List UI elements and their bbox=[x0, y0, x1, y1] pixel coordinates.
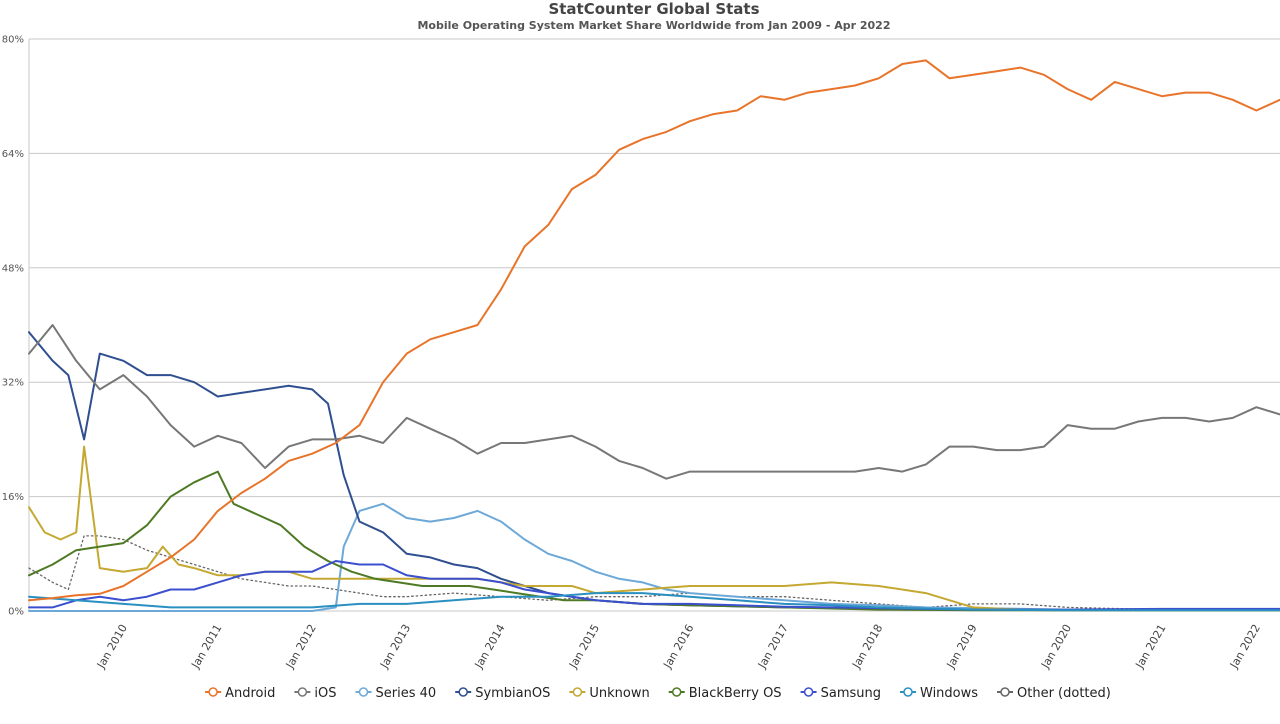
legend-marker bbox=[208, 687, 218, 697]
x-tick-label: Jan 2020 bbox=[1038, 622, 1074, 671]
legend-label: Windows bbox=[920, 686, 978, 701]
y-tick-label: 80% bbox=[2, 35, 24, 46]
legend-label: iOS bbox=[314, 686, 336, 701]
legend-item[interactable]: Series 40 bbox=[355, 686, 437, 701]
legend-marker bbox=[671, 687, 682, 697]
x-tick-label: Jan 2012 bbox=[283, 622, 319, 671]
legend-item[interactable]: Samsung bbox=[800, 686, 881, 701]
series-line-unknown bbox=[28, 445, 1280, 612]
legend-item[interactable]: iOS bbox=[294, 686, 337, 701]
y-tick-label: 48% bbox=[2, 263, 24, 274]
legend-item[interactable]: Other (dotted) bbox=[997, 686, 1111, 701]
legend-marker bbox=[1000, 687, 1010, 697]
x-tick-label: Jan 2017 bbox=[755, 622, 791, 671]
legend-marker bbox=[297, 687, 308, 697]
y-tick-label: 64% bbox=[2, 149, 24, 160]
legend-item[interactable]: BlackBerry OS bbox=[668, 686, 782, 701]
series-line-samsung bbox=[28, 560, 1280, 611]
x-tick-label: Jan 2016 bbox=[661, 622, 697, 671]
legend-marker bbox=[358, 687, 369, 697]
legend-marker bbox=[903, 687, 913, 697]
legend-marker bbox=[572, 687, 583, 697]
x-tick-label: Jan 2021 bbox=[1133, 622, 1169, 671]
chart-subtitle: Mobile Operating System Market Share Wor… bbox=[417, 19, 890, 32]
y-tick-label: 16% bbox=[2, 492, 24, 503]
legend[interactable]: Android iOS Series 40 SymbianOS Unknown Black… bbox=[205, 686, 1111, 701]
y-axis-ticks: 0% 16% 32% 48% 64% 80% bbox=[2, 35, 24, 618]
legend-label: BlackBerry OS bbox=[689, 686, 782, 701]
legend-item[interactable]: SymbianOS bbox=[455, 686, 550, 701]
series-line-android bbox=[28, 59, 1280, 602]
series-line-series-40 bbox=[28, 502, 1280, 612]
x-tick-label: Jan 2015 bbox=[566, 622, 602, 671]
series-line-windows bbox=[28, 592, 1280, 612]
legend-label: SymbianOS bbox=[475, 686, 550, 701]
grid bbox=[28, 38, 1280, 612]
x-axis-ticks: Jan 2010 Jan 2011 Jan 2012 Jan 2013 Jan 2014… bbox=[94, 622, 1263, 671]
y-tick-label: 32% bbox=[2, 378, 24, 389]
legend-item[interactable]: Unknown bbox=[569, 686, 650, 701]
y-tick-label: 0% bbox=[8, 607, 24, 618]
series-layer bbox=[28, 59, 1280, 612]
legend-label: Unknown bbox=[589, 686, 649, 701]
series-line-ios bbox=[28, 324, 1280, 480]
x-tick-label: Jan 2014 bbox=[472, 622, 508, 671]
series-line-other-dotted bbox=[28, 535, 1280, 611]
chart-title: StatCounter Global Stats bbox=[548, 0, 759, 18]
legend-label: Other (dotted) bbox=[1017, 686, 1111, 701]
legend-item[interactable]: Windows bbox=[900, 686, 978, 701]
x-tick-label: Jan 2010 bbox=[94, 622, 130, 671]
x-tick-label: Jan 2022 bbox=[1227, 622, 1263, 671]
legend-label: Series 40 bbox=[376, 686, 437, 701]
legend-item[interactable]: Android bbox=[205, 686, 275, 701]
x-tick-label: Jan 2013 bbox=[377, 622, 413, 671]
legend-marker bbox=[803, 687, 814, 697]
legend-label: Samsung bbox=[821, 686, 881, 701]
legend-label: Android bbox=[225, 686, 275, 701]
legend-marker bbox=[458, 687, 468, 697]
x-tick-label: Jan 2011 bbox=[188, 622, 224, 671]
x-tick-label: Jan 2019 bbox=[944, 622, 980, 671]
x-tick-label: Jan 2018 bbox=[849, 622, 885, 671]
